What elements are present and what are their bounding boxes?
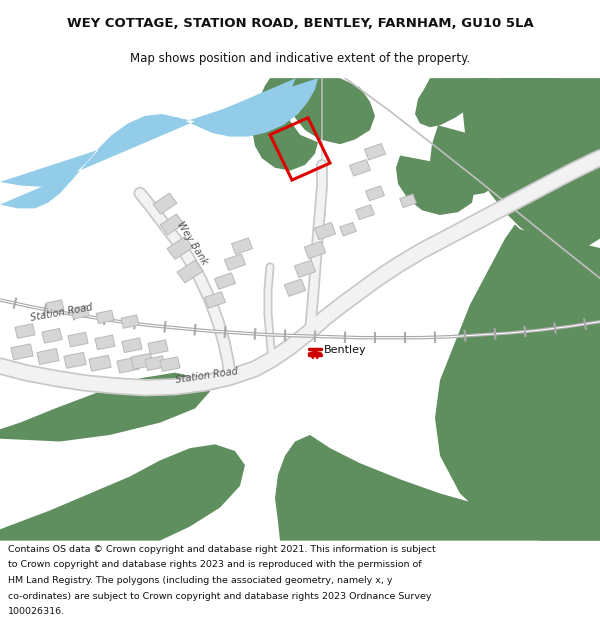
Bar [356,205,374,219]
Text: Bentley: Bentley [324,345,367,355]
Bar [42,329,62,343]
Bar [153,193,177,214]
Text: Contains OS data © Crown copyright and database right 2021. This information is : Contains OS data © Crown copyright and d… [8,545,436,554]
Bar [304,241,326,259]
Bar [15,324,35,338]
Polygon shape [0,444,245,541]
Polygon shape [275,435,600,541]
Bar [46,300,64,313]
Text: HM Land Registry. The polygons (including the associated geometry, namely x, y: HM Land Registry. The polygons (includin… [8,576,392,585]
Polygon shape [463,78,600,253]
Bar [232,238,253,254]
Bar [37,349,59,364]
Bar [68,332,88,347]
Bar [160,357,180,371]
Text: Station Road: Station Road [175,366,239,385]
Bar [145,356,165,371]
Bar [71,306,89,319]
Polygon shape [492,78,560,118]
Text: 100026316.: 100026316. [8,608,65,616]
Bar [117,357,139,373]
Polygon shape [430,126,508,196]
Bar [295,260,316,278]
Polygon shape [0,372,210,441]
Text: Map shows position and indicative extent of the property.: Map shows position and indicative extent… [130,52,470,65]
Text: Station Road: Station Road [30,302,94,322]
Bar [314,222,335,240]
Bar [365,186,385,201]
Text: to Crown copyright and database rights 2023 and is reproduced with the permissio: to Crown copyright and database rights 2… [8,561,421,569]
Polygon shape [415,78,490,128]
Bar [148,340,168,354]
Bar [205,292,226,308]
Bar [89,355,111,371]
Bar [284,279,305,296]
Polygon shape [396,156,475,215]
Text: WEY COTTAGE, STATION ROAD, BENTLEY, FARNHAM, GU10 5LA: WEY COTTAGE, STATION ROAD, BENTLEY, FARN… [67,17,533,30]
Bar [349,159,371,176]
Bar [177,260,203,283]
Polygon shape [0,78,318,208]
Bar [122,338,142,352]
Bar [224,254,245,271]
Text: Wey Bank: Wey Bank [175,220,209,267]
Bar [121,315,139,328]
Bar [214,273,236,289]
Polygon shape [252,78,318,171]
Bar [96,310,114,324]
Bar [131,353,153,369]
Text: co-ordinates) are subject to Crown copyright and database rights 2023 Ordnance S: co-ordinates) are subject to Crown copyr… [8,592,431,601]
Polygon shape [290,78,375,144]
Bar [11,344,33,360]
Bar [64,352,86,368]
Bar [400,194,416,208]
Bar [364,144,386,160]
Polygon shape [435,224,600,541]
Bar [95,335,115,350]
Bar [160,214,184,235]
Bar [340,222,356,236]
Bar [167,237,193,259]
